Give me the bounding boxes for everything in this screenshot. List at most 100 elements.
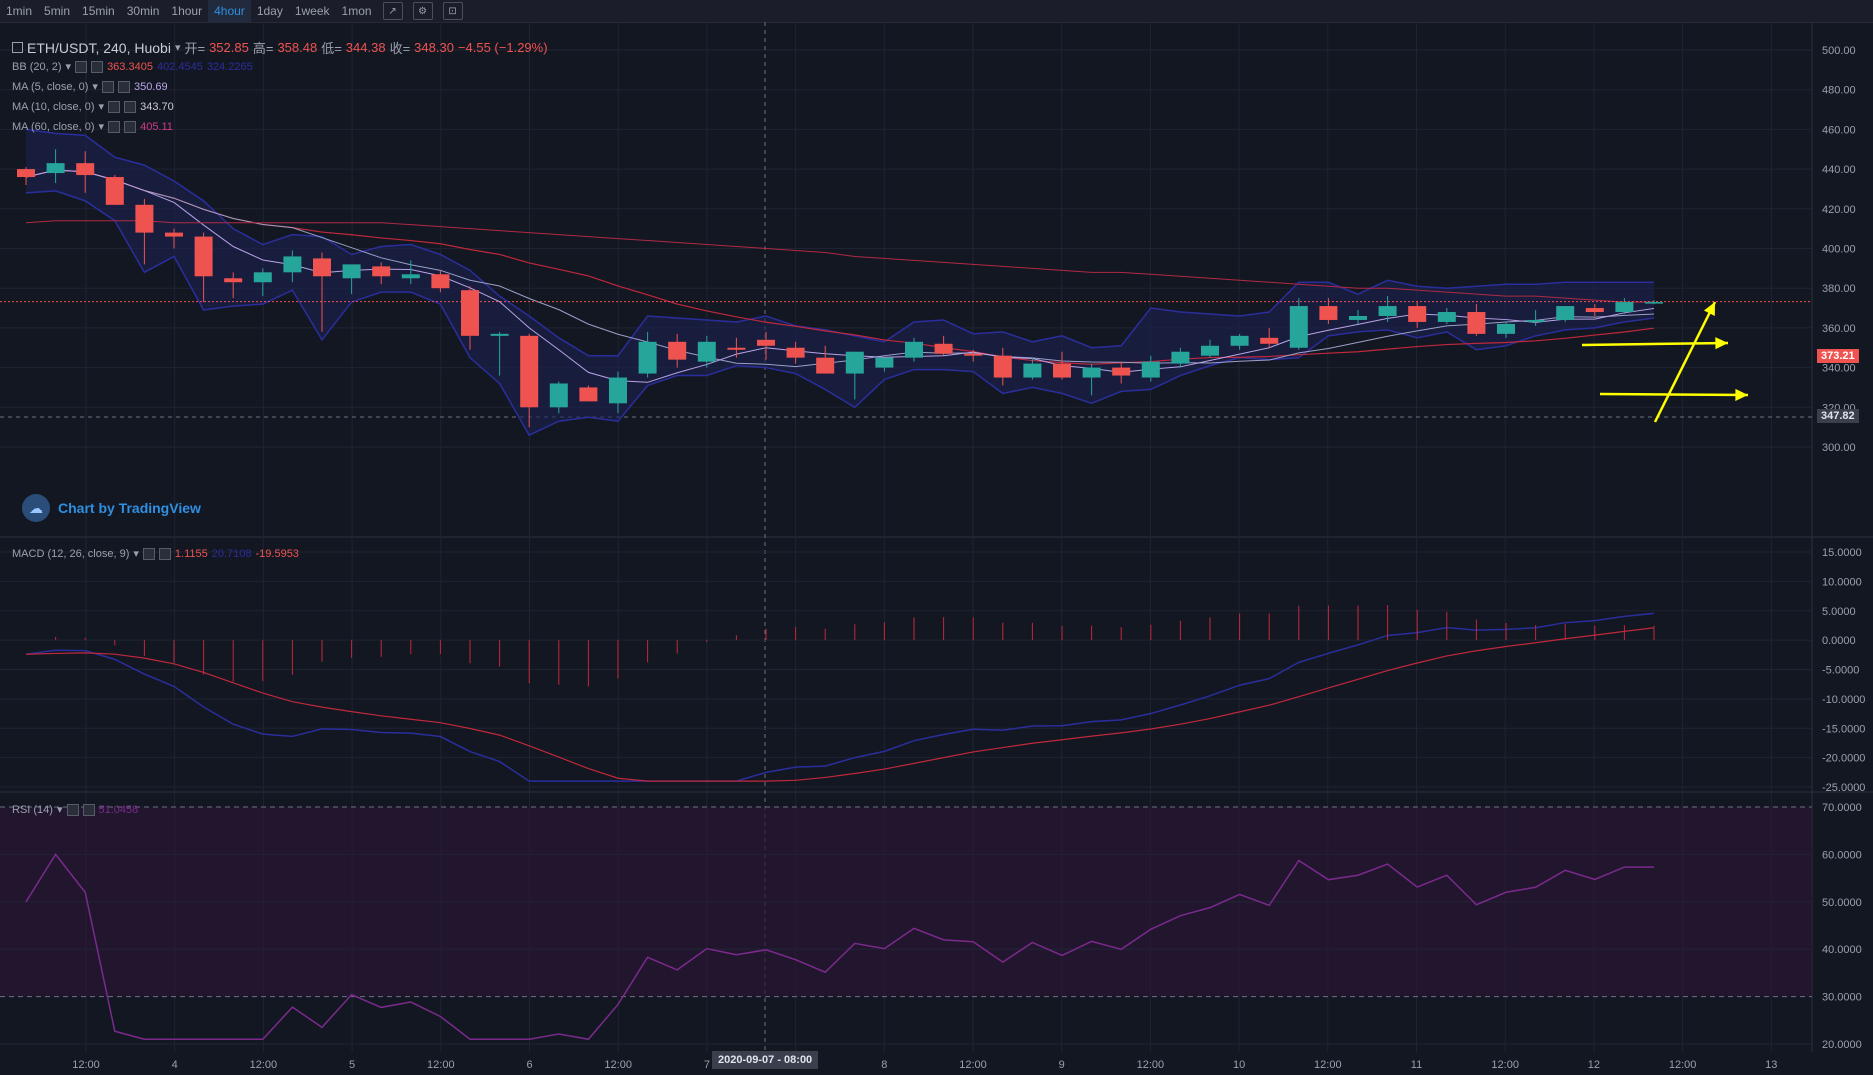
annotation-arrow-flat [1599, 392, 1749, 397]
bb-label: BB (20, 2) [12, 60, 62, 73]
bb-legend[interactable]: BB (20, 2) ▾ 363.3405 402.4545 324.2265 [12, 60, 253, 73]
timeframe-4hour[interactable]: 4hour [208, 0, 251, 22]
timeframe-1week[interactable]: 1week [294, 4, 330, 18]
candle-body [165, 232, 183, 237]
tradingview-watermark[interactable]: ☁ Chart by TradingView [22, 494, 201, 522]
candle-body [697, 341, 716, 362]
candle-body [1112, 367, 1131, 376]
candle-body [1289, 306, 1308, 348]
timeframe-1hour[interactable]: 1hour [171, 4, 203, 18]
annotation-arrow-flat [1581, 341, 1729, 347]
timeframe-1min[interactable]: 1min [6, 4, 33, 18]
candle-body [342, 264, 361, 279]
screenshot-icon[interactable]: ⊡ [442, 2, 463, 20]
close-icon[interactable] [91, 60, 104, 73]
open-label: 开= [184, 41, 206, 56]
candle-body [1408, 306, 1427, 322]
candle-body [668, 341, 687, 360]
close-icon[interactable] [117, 80, 130, 93]
price-tick-label: 400.00 [1822, 244, 1856, 256]
timeframe-1day[interactable]: 1day [256, 4, 283, 18]
macd-tick-label: 0.0000 [1822, 635, 1856, 647]
candle-body [1082, 367, 1101, 378]
time-tick-label: 12:00 [250, 1059, 278, 1071]
macd-tick-label: -15.0000 [1822, 723, 1865, 735]
chart-canvas[interactable]: 300.00320.00340.00360.00380.00400.00420.… [0, 22, 1873, 1075]
settings-icon[interactable] [142, 547, 155, 560]
change-value: −4.55 (−1.29%) [457, 40, 548, 55]
candle-body [816, 357, 835, 374]
macd-hist-value: 1.1155 [174, 547, 208, 560]
candle-body [313, 258, 331, 277]
candle-body [76, 163, 95, 176]
watermark-text: Chart by TradingView [58, 500, 201, 516]
bb-basis: 363.3405 [107, 60, 153, 73]
ma60-label: MA (60, close, 0) [12, 120, 95, 133]
settings-icon[interactable] [75, 60, 88, 73]
candle-body [845, 351, 864, 374]
candle-body [224, 278, 243, 283]
settings-icon[interactable] [101, 80, 114, 93]
ma5-value: 350.69 [133, 80, 168, 93]
candle-body [372, 266, 391, 277]
ma5-label: MA (5, close, 0) [12, 80, 89, 93]
macd-tick-label: -20.0000 [1822, 753, 1865, 765]
rsi-tick-label: 40.0000 [1822, 944, 1862, 956]
close-icon[interactable] [124, 120, 137, 133]
bb-lower: 324.2265 [206, 60, 253, 73]
candle-body [194, 236, 213, 277]
timeframe-1mon[interactable]: 1mon [341, 4, 372, 18]
candle-body [638, 341, 657, 374]
timeframe-5min[interactable]: 5min [44, 4, 71, 18]
candle-body [253, 272, 272, 283]
time-tick-label: 13 [1765, 1059, 1777, 1071]
ma60-legend[interactable]: MA (60, close, 0) ▾ 405.11 [12, 120, 173, 133]
price-tick-label: 500.00 [1822, 45, 1856, 57]
timeframe-30min[interactable]: 30min [126, 4, 160, 18]
bb-upper: 402.4545 [156, 60, 203, 73]
symbol-title[interactable]: ETH/USDT, 240, Huobi [27, 39, 171, 56]
candle-body [17, 169, 35, 178]
macd-legend[interactable]: MACD (12, 26, close, 9) ▾ 1.1155 20.7108 … [12, 547, 299, 560]
current-price-tag: 347.82 [1817, 409, 1859, 423]
ma10-value: 343.70 [140, 100, 174, 113]
ma5-legend[interactable]: MA (5, close, 0) ▾ 350.69 [12, 80, 168, 93]
candle-body [1378, 306, 1397, 316]
signal-line [25, 627, 1655, 782]
price-tick-label: 380.00 [1822, 283, 1856, 295]
rsi-tick-label: 20.0000 [1822, 1039, 1862, 1051]
candle-body [1230, 335, 1249, 346]
close-icon[interactable] [158, 547, 171, 560]
dropdown-icon[interactable]: ▾ [174, 42, 181, 54]
rsi-line [25, 853, 1654, 1041]
candle-body [1201, 345, 1219, 356]
time-tick-label: 12:00 [1669, 1059, 1697, 1071]
close-icon[interactable] [124, 100, 137, 113]
low-label: 低= [321, 41, 342, 56]
macd-tick-label: 15.0000 [1822, 547, 1862, 559]
macd-tick-label: -5.0000 [1822, 665, 1859, 677]
time-tick-label: 12:00 [1137, 1059, 1165, 1071]
settings-icon[interactable] [66, 803, 79, 816]
close-icon[interactable] [82, 803, 95, 816]
time-tick-label: 12:00 [427, 1059, 455, 1071]
macd-line-value: 20.7108 [211, 547, 252, 560]
tradingview-logo-icon: ☁ [22, 494, 50, 522]
collapse-icon[interactable] [12, 42, 23, 53]
timeframe-15min[interactable]: 15min [82, 4, 115, 18]
time-tick-label: 5 [349, 1059, 355, 1071]
settings-icon[interactable] [108, 120, 121, 133]
candle-body [549, 383, 568, 408]
ma10-legend[interactable]: MA (10, close, 0) ▾ 343.70 [12, 100, 174, 113]
ma60-value: 405.11 [140, 120, 173, 133]
settings-icon[interactable]: ⚙ [412, 2, 433, 20]
high-value: 358.48 [277, 40, 318, 55]
ma10-label: MA (10, close, 0) [12, 100, 95, 113]
rsi-tick-label: 30.0000 [1822, 992, 1862, 1004]
chart-type-icon[interactable]: ↗ [382, 2, 403, 20]
candle-body [1467, 312, 1486, 334]
open-value: 352.85 [209, 40, 249, 55]
rsi-legend[interactable]: RSI (14) ▾ 51.0458 [12, 803, 139, 816]
candle-body [1585, 308, 1604, 313]
settings-icon[interactable] [108, 100, 121, 113]
